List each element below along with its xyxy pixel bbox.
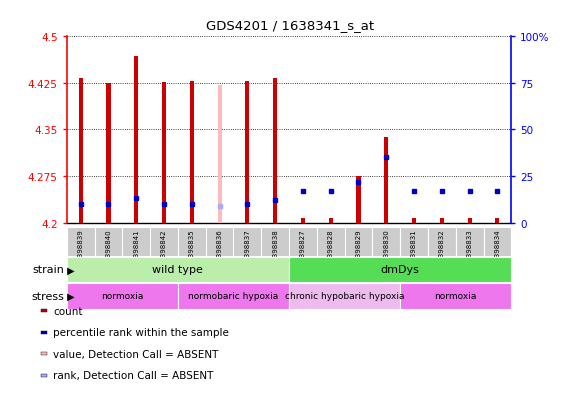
Bar xyxy=(356,176,361,223)
Text: normobaric hypoxia: normobaric hypoxia xyxy=(188,292,279,301)
Bar xyxy=(483,227,511,256)
Bar xyxy=(67,257,289,282)
Bar xyxy=(456,227,483,256)
Text: GSM398828: GSM398828 xyxy=(328,229,333,271)
Bar xyxy=(261,227,289,256)
Bar xyxy=(245,82,249,223)
Text: rank, Detection Call = ABSENT: rank, Detection Call = ABSENT xyxy=(53,370,213,380)
Text: normoxia: normoxia xyxy=(101,292,144,301)
Bar xyxy=(67,283,178,309)
Bar xyxy=(190,82,194,223)
Bar xyxy=(400,227,428,256)
Bar xyxy=(178,283,289,309)
Text: GSM398830: GSM398830 xyxy=(383,229,389,271)
Text: percentile rank within the sample: percentile rank within the sample xyxy=(53,328,229,337)
Bar xyxy=(150,227,178,256)
Bar xyxy=(289,227,317,256)
Text: ▶: ▶ xyxy=(64,291,75,301)
Text: dmDys: dmDys xyxy=(381,265,419,275)
Text: GSM398841: GSM398841 xyxy=(133,229,139,271)
Bar xyxy=(412,218,416,223)
Bar xyxy=(372,227,400,256)
Text: GSM398832: GSM398832 xyxy=(439,229,445,271)
Bar xyxy=(289,257,511,282)
Bar xyxy=(217,85,222,223)
Bar xyxy=(178,227,206,256)
Bar xyxy=(440,218,444,223)
Bar xyxy=(162,83,166,223)
Text: GSM398835: GSM398835 xyxy=(189,229,195,271)
Bar xyxy=(384,138,388,223)
Text: value, Detection Call = ABSENT: value, Detection Call = ABSENT xyxy=(53,349,218,359)
Bar xyxy=(273,79,277,223)
Text: GSM398829: GSM398829 xyxy=(356,229,361,271)
Text: GSM398840: GSM398840 xyxy=(106,229,112,271)
Text: stress: stress xyxy=(31,291,64,301)
Text: GSM398838: GSM398838 xyxy=(272,229,278,271)
Bar xyxy=(106,84,110,223)
Bar xyxy=(95,227,123,256)
Bar xyxy=(78,79,83,223)
Bar xyxy=(123,227,150,256)
Bar xyxy=(468,218,472,223)
Bar xyxy=(345,227,372,256)
Text: chronic hypobaric hypoxia: chronic hypobaric hypoxia xyxy=(285,292,404,301)
Text: strain: strain xyxy=(32,265,64,275)
Text: GSM398842: GSM398842 xyxy=(161,229,167,271)
Bar xyxy=(428,227,456,256)
Text: GSM398837: GSM398837 xyxy=(245,229,250,271)
Bar xyxy=(496,218,500,223)
Bar xyxy=(289,283,400,309)
Bar xyxy=(400,283,511,309)
Text: GDS4201 / 1638341_s_at: GDS4201 / 1638341_s_at xyxy=(206,19,375,31)
Bar xyxy=(317,227,345,256)
Text: GSM398827: GSM398827 xyxy=(300,229,306,271)
Text: ▶: ▶ xyxy=(64,265,75,275)
Text: normoxia: normoxia xyxy=(435,292,477,301)
Text: GSM398839: GSM398839 xyxy=(78,229,84,271)
Bar xyxy=(301,218,305,223)
Text: GSM398836: GSM398836 xyxy=(217,229,223,271)
Bar xyxy=(134,57,138,223)
Text: wild type: wild type xyxy=(152,265,203,275)
Bar xyxy=(67,227,95,256)
Text: GSM398833: GSM398833 xyxy=(467,229,472,271)
Text: GSM398834: GSM398834 xyxy=(494,229,500,271)
Bar xyxy=(206,227,234,256)
Bar xyxy=(329,218,333,223)
Text: count: count xyxy=(53,306,83,316)
Bar xyxy=(234,227,261,256)
Text: GSM398831: GSM398831 xyxy=(411,229,417,271)
